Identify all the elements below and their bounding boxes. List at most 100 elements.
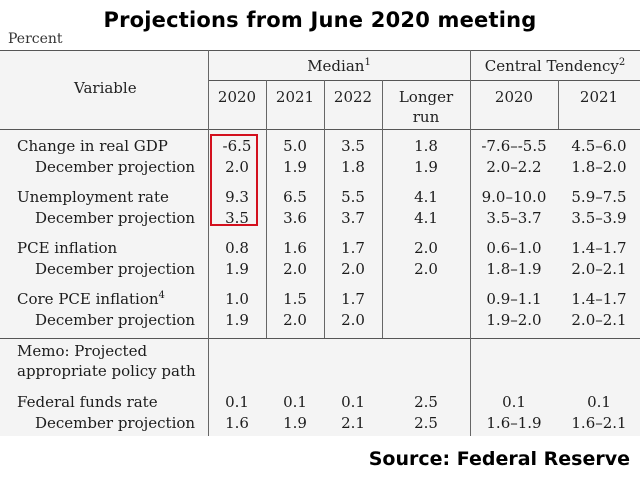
row-label: Change in real GDP [17,136,168,156]
row-label-footnote: 4 [158,290,165,301]
table-cell: 5.5 [341,188,365,206]
row-label: December projection [35,413,195,433]
table-cell: 2.0 [414,260,438,278]
table-cell: 1.6–2.1 [571,414,627,432]
table-cell: 3.5–3.7 [486,209,542,227]
row-label: December projection [35,310,195,330]
table-cell: 2.0–2.2 [486,158,542,176]
central-tendency-footnote: 2 [618,57,626,68]
column-divider [324,80,325,338]
col-header-2021: 2021 [275,88,315,106]
table-cell: 1.9 [414,158,438,176]
table-cell: 1.0 [225,290,249,308]
table-cell: 0.1 [341,393,365,411]
table-cell: 1.9 [283,158,307,176]
row-label-text: December projection [35,158,196,176]
table-top-rule [0,50,640,51]
table-cell: 2.1 [341,414,365,432]
row-label-text: PCE inflation [17,239,118,257]
table-cell: 1.4–1.7 [571,239,627,257]
table-cell: 1.6–1.9 [486,414,542,432]
table-cell: 2.5 [414,414,438,432]
row-label-text: December projection [35,209,196,227]
table-cell: 0.9–1.1 [486,290,542,308]
table-cell: 2.0 [414,239,438,257]
table-cell: 0.1 [283,393,307,411]
table-cell: 0.8 [225,239,249,257]
table-cell: 1.9–2.0 [486,311,542,329]
table-cell: 1.8–1.9 [486,260,542,278]
table-cell: 1.7 [341,290,365,308]
col-header-run: run [412,108,440,126]
column-divider [266,80,267,338]
table-cell: 1.6 [225,414,249,432]
row-label: PCE inflation [17,238,117,258]
row-label: Federal funds rate [17,392,158,412]
median-header: Median1 [208,56,470,76]
table-cell: -6.5 [222,137,252,155]
row-label-text: Unemployment rate [17,188,169,206]
table-cell: 1.7 [341,239,365,257]
table-cell: 1.8 [341,158,365,176]
row-label-text: December projection [35,414,196,432]
table-cell: 2.0–2.1 [571,311,627,329]
central-tendency-label: Central Tendency [484,57,619,75]
column-divider [208,50,209,436]
projection-table [0,50,640,436]
table-cell: 9.0–10.0 [481,188,547,206]
row-label-text: Core PCE inflation [17,290,159,308]
memo-line-2: appropriate policy path [17,362,196,380]
table-cell: 2.0 [225,158,249,176]
table-cell: 1.9 [225,311,249,329]
highlight-box [210,134,258,226]
table-cell: 2.0 [341,311,365,329]
column-divider [470,50,471,436]
col-header-ct-2021: 2021 [579,88,619,106]
table-cell: 0.1 [225,393,249,411]
table-cell: 2.0 [283,260,307,278]
row-label: Unemployment rate [17,187,169,207]
table-cell: 2.5 [414,393,438,411]
page-title: Projections from June 2020 meeting [103,8,537,32]
table-cell: 3.5 [225,209,249,227]
table-cell: 4.5–6.0 [571,137,627,155]
table-cell: 1.5 [283,290,307,308]
unit-label: Percent [8,31,63,47]
column-divider [382,80,383,338]
table-cell: 0.1 [587,393,611,411]
row-label-text: December projection [35,311,196,329]
memo-line-1: Memo: Projected [17,342,148,360]
table-cell: 4.1 [414,188,438,206]
variable-header: Variable [74,79,137,97]
col-header-2022: 2022 [333,88,373,106]
table-cell: 3.5–3.9 [571,209,627,227]
memo-rule [0,338,640,339]
table-cell: 1.6 [283,239,307,257]
table-cell: 1.4–1.7 [571,290,627,308]
col-header-longer: Longer [398,88,454,106]
col-header-ct-2020: 2020 [494,88,534,106]
row-label: December projection [35,259,195,279]
table-cell: -7.6–-5.5 [481,137,547,155]
row-label-text: Federal funds rate [17,393,158,411]
table-cell: 1.8 [414,137,438,155]
table-cell: 3.6 [283,209,307,227]
table-cell: 1.8–2.0 [571,158,627,176]
row-label: Core PCE inflation4 [17,289,165,309]
row-label: December projection [35,208,195,228]
table-cell: 5.0 [283,137,307,155]
col-header-2020: 2020 [217,88,257,106]
table-cell: 9.3 [225,188,249,206]
table-cell: 6.5 [283,188,307,206]
source-caption: Source: Federal Reserve [368,448,630,470]
table-cell: 3.7 [341,209,365,227]
table-cell: 4.1 [414,209,438,227]
table-cell: 0.6–1.0 [486,239,542,257]
table-cell: 2.0 [341,260,365,278]
table-cell: 2.0 [283,311,307,329]
table-cell: 0.1 [502,393,526,411]
table-cell: 1.9 [225,260,249,278]
table-cell: 2.0–2.1 [571,260,627,278]
central-tendency-header: Central Tendency2 [470,56,640,76]
header-bottom-rule [0,129,640,130]
